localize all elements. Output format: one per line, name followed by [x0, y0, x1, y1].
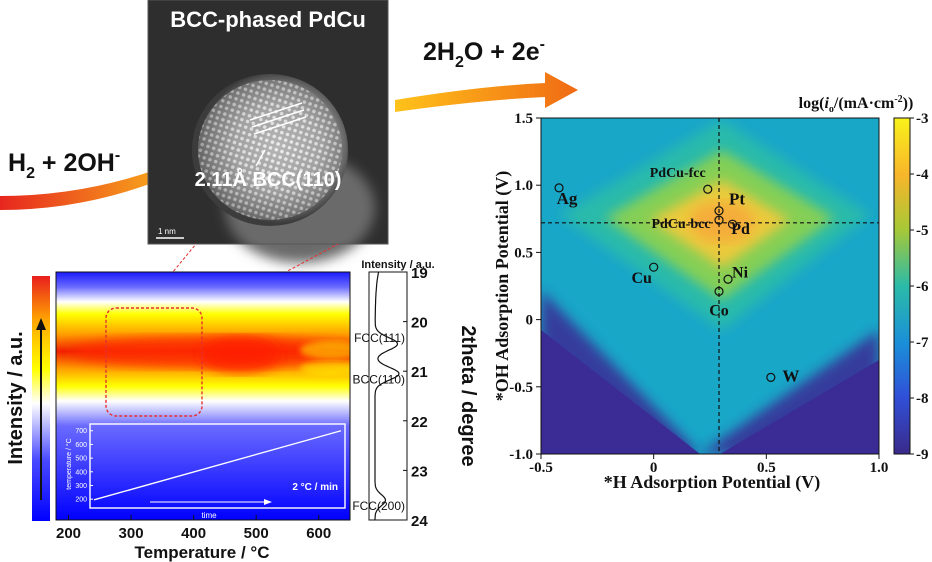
volcano-y-tick-label: 1.5: [514, 111, 533, 127]
volcano-point-label: PdCu-fcc: [650, 166, 706, 181]
heatmap-x-axis: 200 300 400 500 600: [56, 515, 331, 542]
volcano-point: [723, 274, 733, 284]
inset-y-tick-label: 500: [75, 456, 87, 463]
volcano-point: [554, 183, 564, 193]
volcano-colorbar-tick-label: -9: [916, 447, 929, 463]
xrd-y-tick-label: 19: [411, 265, 428, 282]
xrd-peak-label: FCC(200): [352, 499, 405, 513]
volcano-x-tick-label: 0: [650, 460, 658, 476]
heatmap-x-tick-label: 600: [306, 525, 331, 542]
volcano-point: [703, 184, 713, 194]
inset-y-tick-label: 400: [75, 469, 87, 476]
volcano-point-label: Pt: [729, 190, 745, 209]
volcano-colorbar-tick-label: -3: [916, 111, 929, 127]
inset-ylabel: temperature / °C: [65, 438, 73, 489]
xrd-profile-panel: Intensity / a.u. 19 20 21 22 23 24 FCC(111) BC…: [352, 259, 479, 530]
volcano-point: [727, 219, 738, 229]
tem-title: BCC-phased PdCu: [170, 7, 366, 32]
volcano-point-label: PdCu-bcc: [651, 217, 710, 232]
heatmap-x-tick-label: 300: [119, 525, 144, 542]
reaction-left-label: H2 + 2OH-: [8, 147, 120, 182]
xrd-y-tick-label: 24: [411, 513, 428, 530]
xrd-y-tick-label: 23: [411, 463, 428, 480]
volcano-y-tick-label: 1.0: [514, 178, 533, 194]
volcano-colorbar-tick-label: -7: [916, 335, 929, 351]
inset-y-tick-label: 300: [75, 483, 87, 490]
intensity-arrow-head: [36, 318, 46, 330]
xrd-profile-line: [374, 271, 400, 520]
volcano-ylabel: *OH Adsorption Potential (V): [492, 171, 513, 402]
temperature-inset: 200 300 400 500 600 700 temperature / °C 2 °C…: [65, 423, 346, 520]
lattice-line: [251, 109, 305, 128]
volcano-point-label: Ni: [732, 264, 749, 281]
heatmap-ylabel: Intensity / a.u.: [5, 331, 27, 464]
heatmap-panel: Intensity / a.u. 200 300 400 500 600 Tempera…: [5, 271, 351, 562]
inset-y-tick-label: 700: [75, 428, 87, 435]
volcano-point-label: Co: [709, 302, 729, 319]
reaction-right-label: 2H2O + 2e-: [423, 36, 545, 71]
volcano-y-tick-label: -0.5: [509, 380, 533, 396]
volcano-point: [714, 215, 724, 225]
heatmap-xlabel: Temperature / °C: [135, 543, 270, 562]
volcano-x-tick-label: 1.0: [870, 460, 889, 476]
xrd-peak-label: FCC(111): [354, 331, 405, 345]
heatmap-x-tick-label: 400: [181, 525, 206, 542]
inset-annotation: 2 °C / min: [292, 482, 338, 493]
inset-y-tick-label: 200: [75, 497, 87, 504]
tem-image: BCC-phased PdCu 2.11Å BCC(110) 1 nm: [147, 0, 389, 263]
heatmap-x-tick-label: 200: [56, 525, 81, 542]
xrd-y-tick-label: 20: [411, 315, 428, 332]
heatmap-x-tick-label: 500: [244, 525, 269, 542]
reaction-arrow-left: [0, 170, 155, 210]
tem-spacing-label: 2.11Å BCC(110): [195, 167, 342, 191]
volcano-y-tick-label: -1.0: [509, 447, 533, 463]
xrd-peak-label: BCC(110): [353, 373, 405, 387]
volcano-x-tick-label: -0.5: [529, 460, 553, 476]
inset-xlabel: time: [201, 511, 217, 520]
volcano-colorbar-tick-label: -6: [916, 279, 929, 295]
scale-bar-label: 1 nm: [158, 227, 176, 236]
xrd-y-tick-label: 21: [411, 364, 428, 381]
volcano-point: [649, 262, 659, 272]
xrd-y-tick-label: 22: [411, 414, 428, 431]
volcano-xlabel: *H Adsorption Potential (V): [604, 472, 821, 493]
volcano-y-tick-label: 0: [526, 313, 534, 329]
volcano-colorbar-title: log(io/(mA·cm-2)): [799, 94, 914, 115]
xrd-title: Intensity / a.u.: [361, 259, 434, 271]
reaction-arrow-right: [395, 72, 578, 112]
volcano-point: [714, 286, 724, 296]
volcano-point-label: Pd: [731, 221, 750, 238]
zoom-region-box: [105, 307, 203, 417]
xrd-ylabel: 2theta / degree: [457, 325, 479, 466]
volcano-y-tick-label: 0.5: [514, 245, 533, 261]
volcano-point: [766, 372, 776, 382]
lattice-pointer: [255, 149, 266, 167]
lattice-line: [253, 116, 307, 135]
volcano-point-label: W: [782, 366, 799, 385]
volcano-point: [714, 206, 724, 216]
volcano-point-label: Cu: [631, 270, 652, 287]
volcano-panel: log(io/(mA·cm-2)) -0.5 0 0.5 1.0-1.0-0.500.…: [492, 94, 929, 493]
volcano-point-label: Ag: [557, 189, 578, 208]
volcano-colorbar-tick-label: -8: [916, 391, 929, 407]
volcano-colorbar: [893, 117, 911, 455]
inset-temperature-line: [93, 430, 342, 501]
volcano-x-tick-label: 0.5: [757, 460, 776, 476]
volcano-colorbar-tick-label: -4: [916, 167, 929, 183]
lattice-line: [249, 102, 303, 121]
volcano-colorbar-tick-label: -5: [916, 223, 929, 239]
inset-y-tick-label: 600: [75, 442, 87, 449]
